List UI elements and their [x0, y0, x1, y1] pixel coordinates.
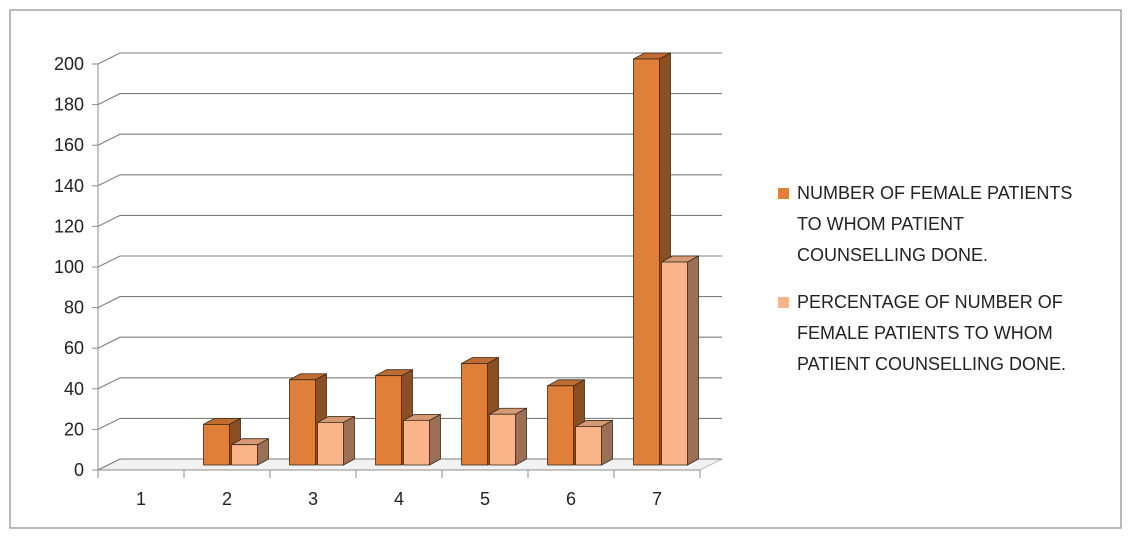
bar	[633, 52, 671, 466]
gridlines	[97, 52, 722, 471]
bar-front	[289, 379, 316, 466]
gridline	[97, 214, 722, 227]
y-tick-label: 80	[64, 298, 84, 318]
bars	[203, 52, 699, 466]
bar	[317, 415, 355, 466]
gridline	[97, 133, 722, 146]
y-tick-label: 60	[64, 338, 84, 358]
bar-front	[633, 58, 660, 466]
bar	[489, 407, 527, 466]
bar-front	[203, 423, 230, 466]
legend-label: NUMBER OF FEMALE PATIENTS TO WHOM PATIENT…	[797, 183, 1072, 265]
legend-item: PERCENTAGE OF NUMBER OF FEMALE PATIENTS T…	[778, 292, 1066, 374]
bar-front	[661, 261, 688, 466]
bar	[375, 369, 413, 466]
bar-front	[547, 385, 574, 466]
gridline	[97, 296, 722, 309]
gridline	[97, 93, 722, 106]
x-tick-label: 4	[394, 489, 404, 509]
legend-swatch	[778, 297, 789, 308]
bar-front	[461, 363, 488, 466]
gridline	[97, 336, 722, 349]
bar-side	[343, 415, 355, 466]
y-tick-label: 180	[54, 95, 84, 115]
y-tick-label: 20	[64, 419, 84, 439]
bar-front	[489, 413, 516, 466]
x-tick-label: 2	[222, 489, 232, 509]
x-tick-label: 3	[308, 489, 318, 509]
x-tick-label: 5	[480, 489, 490, 509]
legend-item: NUMBER OF FEMALE PATIENTS TO WHOM PATIENT…	[778, 183, 1072, 265]
gridline	[97, 174, 722, 187]
y-tick-label: 120	[54, 216, 84, 236]
x-tick-label: 7	[652, 489, 662, 509]
y-tick-label: 0	[74, 460, 84, 480]
bar-front	[317, 421, 344, 466]
x-tick-label: 1	[136, 489, 146, 509]
x-tick-label: 6	[566, 489, 576, 509]
bar	[403, 413, 441, 466]
bar-front	[575, 426, 602, 466]
y-tick-label: 40	[64, 379, 84, 399]
gridline	[97, 377, 722, 390]
bar	[461, 356, 499, 466]
y-tick-label: 100	[54, 257, 84, 277]
y-axis-ticks: 0 20 40 60 80 100 120 140 160 180 200	[54, 54, 98, 480]
bar-side	[601, 419, 613, 466]
x-axis-ticks: 1 2 3 4 5 6 7	[97, 469, 701, 509]
bar	[547, 379, 585, 466]
y-tick-label: 140	[54, 176, 84, 196]
y-tick-label: 160	[54, 135, 84, 155]
bar	[661, 255, 699, 466]
bar-side	[429, 413, 441, 466]
bar-front	[375, 375, 402, 466]
legend: NUMBER OF FEMALE PATIENTS TO WHOM PATIENT…	[778, 183, 1072, 374]
bar-side	[687, 255, 699, 466]
gridline	[97, 255, 722, 268]
bar-front	[231, 444, 258, 466]
bar-side	[515, 407, 527, 466]
legend-label: PERCENTAGE OF NUMBER OF FEMALE PATIENTS T…	[797, 292, 1066, 374]
bar-front	[403, 419, 430, 466]
legend-swatch	[778, 188, 789, 199]
bar	[231, 438, 269, 466]
bar	[575, 419, 613, 466]
gridline	[97, 52, 722, 65]
y-tick-label: 200	[54, 54, 84, 74]
